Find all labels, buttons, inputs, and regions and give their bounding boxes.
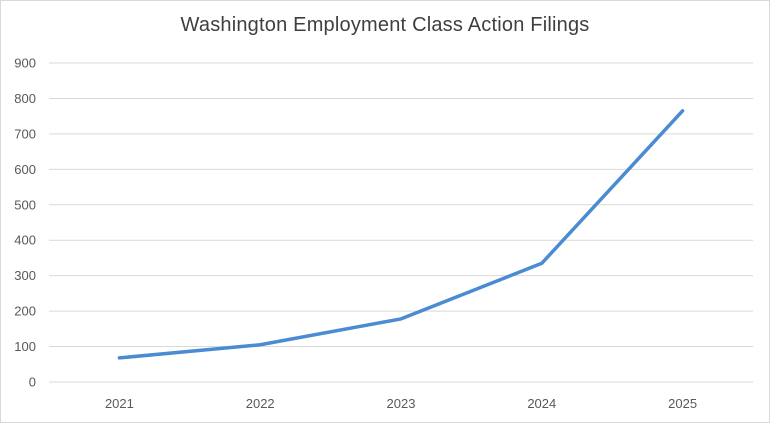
y-axis-tick-label: 400: [14, 233, 36, 248]
x-axis-tick-label: 2021: [105, 396, 134, 411]
x-axis-tick-label: 2025: [668, 396, 697, 411]
y-axis-tick-label: 500: [14, 197, 36, 212]
y-axis-tick-label: 0: [29, 375, 36, 390]
y-axis-tick-label: 300: [14, 268, 36, 283]
y-axis-tick-label: 200: [14, 304, 36, 319]
y-axis-tick-label: 600: [14, 162, 36, 177]
x-axis-tick-label: 2023: [387, 396, 416, 411]
data-series-line: [117, 109, 685, 360]
chart-title: Washington Employment Class Action Filin…: [180, 14, 590, 36]
y-axis-tick-label: 700: [14, 126, 36, 141]
x-axis-tick-label: 2024: [527, 396, 556, 411]
y-axis-tick-label: 100: [14, 339, 36, 354]
y-axis-tick-label: 900: [14, 56, 36, 71]
y-axis-tick-label: 800: [14, 91, 36, 106]
x-axis-tick-label: 2022: [246, 396, 275, 411]
